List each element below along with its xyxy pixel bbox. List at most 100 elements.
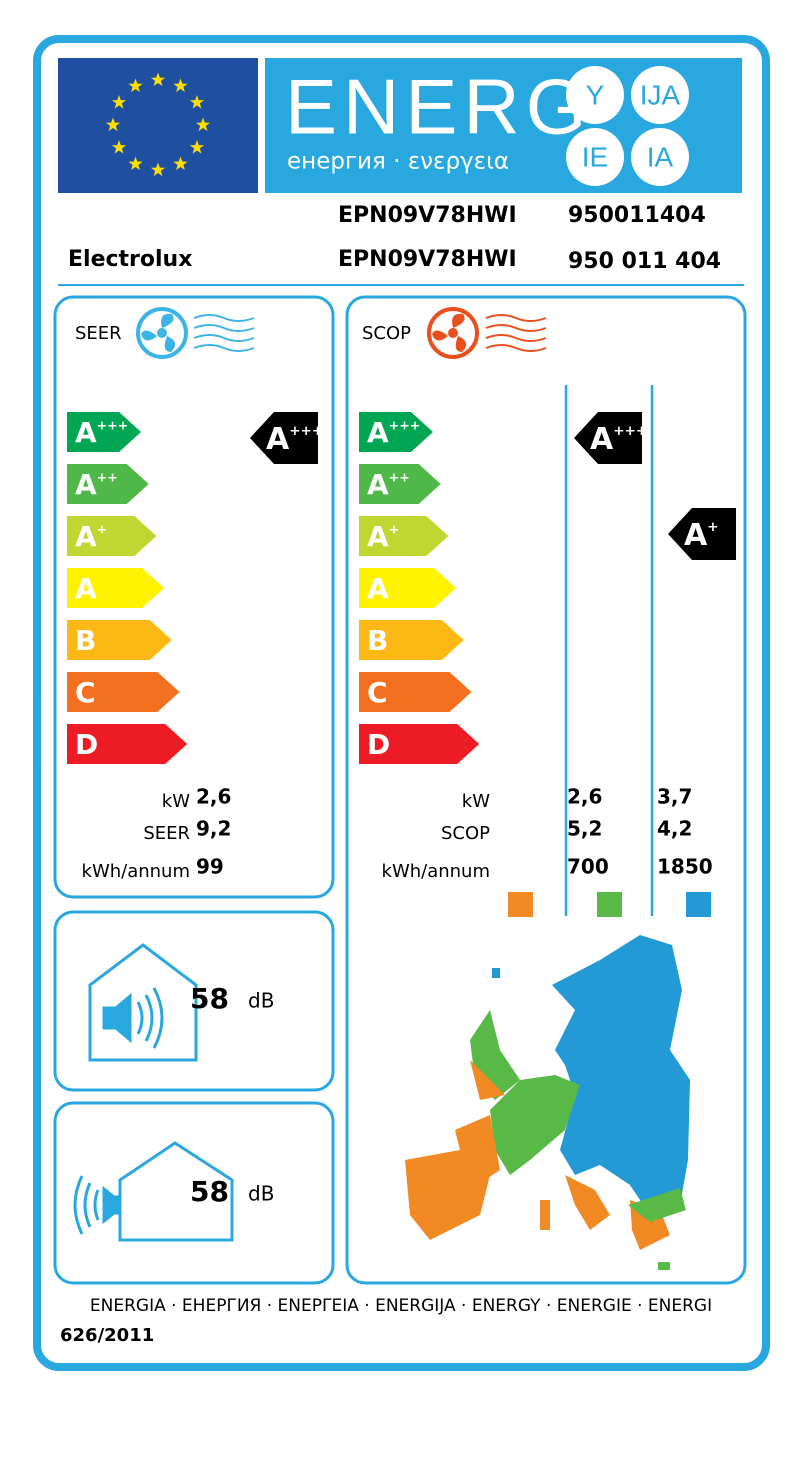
row-label: kWh/annum bbox=[82, 861, 190, 882]
class-arrow bbox=[359, 412, 433, 452]
class-arrow bbox=[67, 412, 141, 452]
class-label: A++ bbox=[75, 468, 118, 501]
row-value: 2,6 bbox=[567, 785, 602, 809]
cool-fan-icon bbox=[136, 307, 255, 359]
class-letter: C bbox=[367, 676, 388, 709]
suffix: IA bbox=[647, 141, 674, 172]
star bbox=[150, 162, 166, 177]
class-label: D bbox=[367, 728, 390, 761]
suffixes: Y IJA IE IA bbox=[566, 66, 689, 186]
row-value: 2,6 bbox=[196, 785, 231, 809]
class-arrow bbox=[359, 568, 457, 608]
star bbox=[195, 117, 211, 132]
star bbox=[150, 72, 166, 87]
class-arrow bbox=[67, 672, 180, 712]
class-arrow bbox=[67, 620, 172, 660]
row-label: SCOP bbox=[441, 823, 490, 844]
noise-unit: dB bbox=[248, 1182, 274, 1206]
seer-panel bbox=[53, 295, 335, 899]
footer-languages: ENERGIA · ЕНЕРГИЯ · ΕΝΕΡΓΕΙΑ · ENERGIJA … bbox=[90, 1296, 712, 1316]
zone-average bbox=[597, 892, 622, 917]
suffix: Y bbox=[586, 79, 605, 110]
row-label: kW bbox=[162, 791, 190, 812]
noise-panel bbox=[53, 910, 335, 1092]
class-arrow bbox=[359, 620, 464, 660]
class-label: C bbox=[75, 676, 96, 709]
suffix: IJA bbox=[640, 79, 681, 110]
class-arrow bbox=[359, 672, 472, 712]
suffix: IE bbox=[582, 141, 608, 172]
class-letter: A bbox=[75, 572, 97, 605]
class-arrow bbox=[67, 724, 188, 764]
class-label: B bbox=[75, 624, 96, 657]
class-letter: A bbox=[75, 416, 97, 449]
star bbox=[111, 95, 127, 109]
scop-label: SCOP bbox=[362, 323, 411, 344]
suffix-circle bbox=[566, 128, 624, 186]
noise-value: 58 bbox=[190, 1175, 229, 1208]
class-label: A+++ bbox=[75, 416, 128, 449]
star bbox=[128, 78, 143, 93]
row-label: SEER bbox=[143, 823, 190, 844]
class-letter: A bbox=[75, 520, 97, 553]
regulation: 626/2011 bbox=[60, 1325, 154, 1346]
class-letter: B bbox=[75, 624, 96, 657]
class-label: A++ bbox=[367, 468, 410, 501]
rating-arrow bbox=[668, 508, 736, 560]
label-border bbox=[33, 35, 770, 1371]
rating-arrow bbox=[250, 412, 318, 464]
scop-panel bbox=[345, 295, 747, 1285]
star bbox=[173, 78, 188, 93]
class-letter: D bbox=[75, 728, 98, 761]
row-value: 5,2 bbox=[567, 817, 602, 841]
supplier: Electrolux bbox=[68, 247, 192, 272]
europe-map bbox=[405, 935, 690, 1270]
star bbox=[105, 117, 121, 132]
energy-subtitle: енергия · ενεργεια bbox=[287, 149, 509, 175]
class-arrow bbox=[67, 568, 165, 608]
noise-value: 58 bbox=[190, 982, 229, 1015]
class-label: A+ bbox=[684, 518, 719, 553]
class-sup: +++ bbox=[289, 423, 323, 439]
class-arrow bbox=[359, 724, 480, 764]
model-code: 950011404 bbox=[568, 203, 706, 228]
suffix-circle bbox=[631, 128, 689, 186]
class-letter: A bbox=[75, 468, 97, 501]
suffix-circle bbox=[566, 66, 624, 124]
class-arrow bbox=[67, 464, 149, 504]
star bbox=[128, 156, 143, 170]
model-code: 950 011 404 bbox=[568, 249, 721, 274]
eu-stars bbox=[105, 72, 211, 177]
class-label: A bbox=[75, 572, 97, 605]
class-sup: + bbox=[97, 521, 108, 536]
rating-arrow bbox=[574, 412, 642, 464]
class-arrow bbox=[359, 464, 441, 504]
star bbox=[111, 140, 127, 154]
class-letter: A bbox=[590, 422, 614, 457]
row-value: 99 bbox=[196, 855, 224, 879]
model: EPN09V78HWI bbox=[338, 247, 517, 272]
star bbox=[189, 95, 205, 109]
energy-word: ENERG bbox=[285, 63, 592, 151]
row-label: kW bbox=[462, 791, 490, 812]
row-label: kWh/annum bbox=[382, 861, 490, 882]
class-letter: D bbox=[367, 728, 390, 761]
class-sup: +++ bbox=[613, 423, 647, 439]
class-label: C bbox=[367, 676, 388, 709]
noise-panel bbox=[53, 1101, 335, 1285]
class-label: A+++ bbox=[266, 422, 323, 457]
class-label: B bbox=[367, 624, 388, 657]
class-arrow bbox=[359, 516, 449, 556]
class-letter: A bbox=[684, 518, 708, 553]
row-value: 9,2 bbox=[196, 817, 231, 841]
model: EPN09V78HWI bbox=[338, 203, 517, 228]
speaker-outdoor bbox=[73, 1141, 234, 1242]
zone-warm bbox=[508, 892, 533, 917]
class-letter: A bbox=[367, 520, 389, 553]
class-letter: C bbox=[75, 676, 96, 709]
class-arrow bbox=[66, 516, 157, 556]
noise-unit: dB bbox=[248, 989, 274, 1013]
class-sup: +++ bbox=[389, 417, 421, 432]
